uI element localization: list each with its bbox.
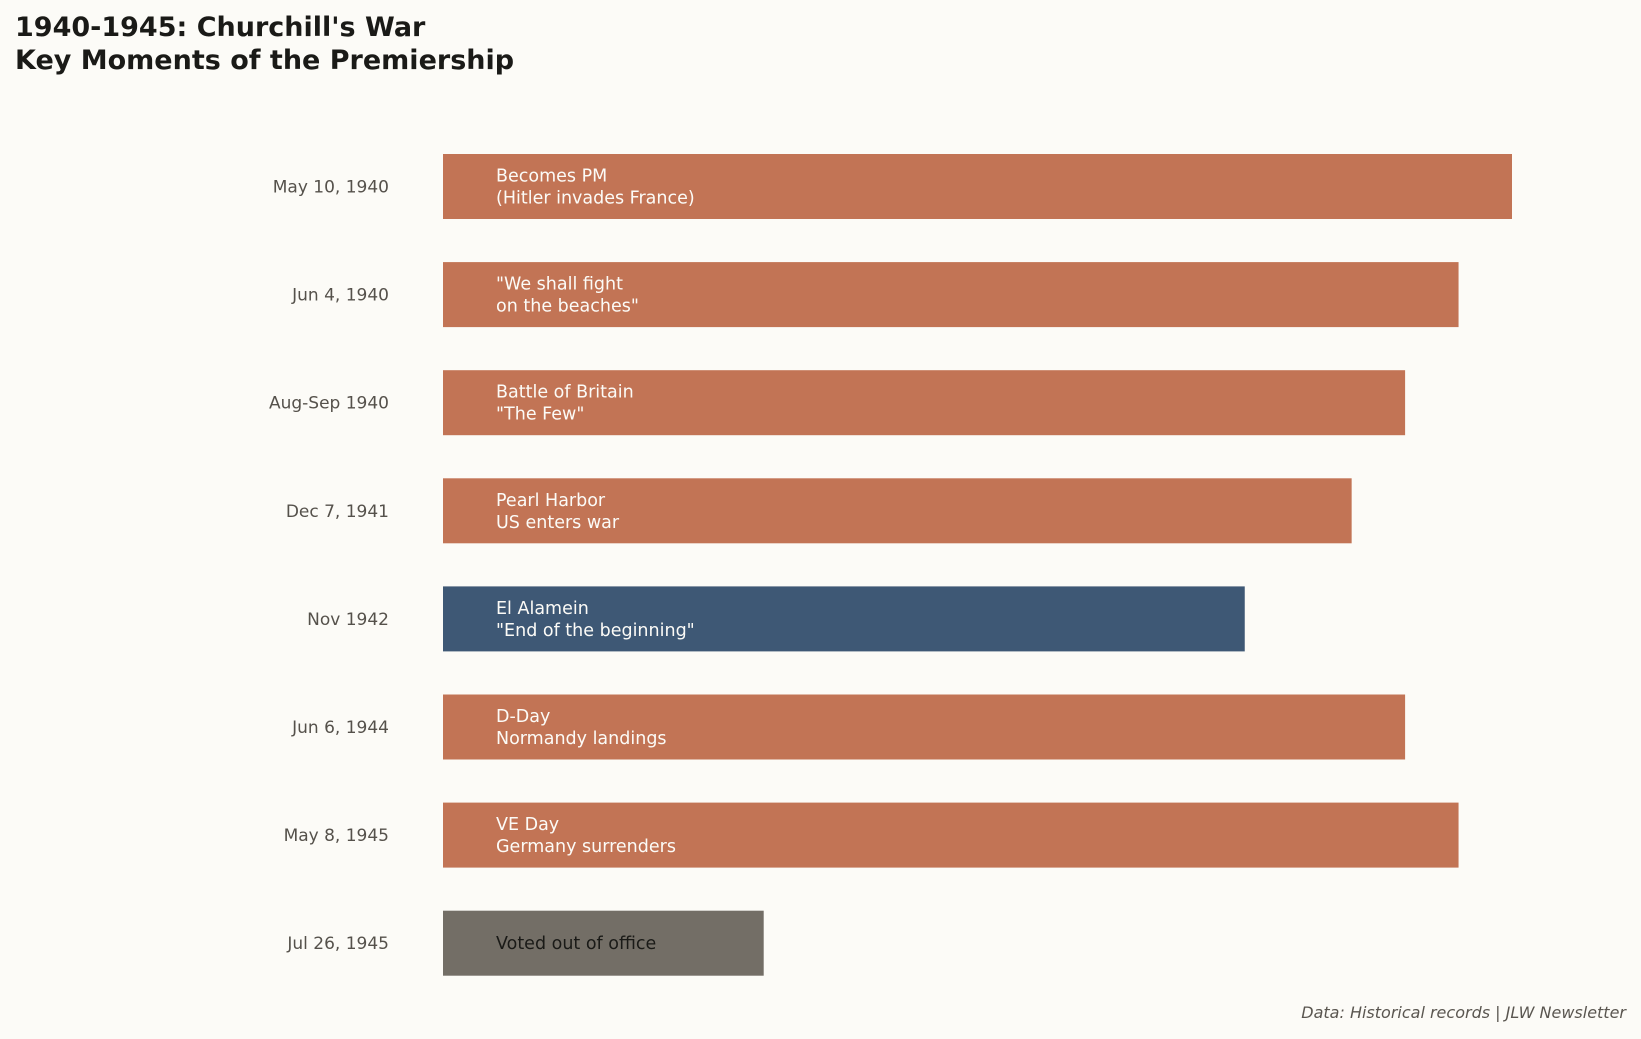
category-label: May 8, 1945: [284, 826, 389, 846]
bar-label: US enters war: [496, 513, 620, 533]
bar-label: El Alamein: [496, 599, 589, 619]
bar-label: Normandy landings: [496, 729, 667, 749]
bar: [443, 694, 1406, 760]
bar-label: "End of the beginning": [496, 621, 695, 641]
category-label: Jun 4, 1940: [291, 286, 389, 306]
chart-title: 1940-1945: Churchill's War Key Moments o…: [15, 12, 515, 76]
bar: [443, 802, 1459, 868]
category-label: Jun 6, 1944: [291, 718, 389, 738]
bar: [443, 370, 1406, 436]
bar-label: Voted out of office: [496, 934, 656, 954]
bar-label: Pearl Harbor: [496, 491, 606, 511]
source-note: Data: Historical records | JLW Newslette…: [1301, 1003, 1626, 1022]
bar-label: VE Day: [496, 815, 559, 835]
bar-label: Germany surrenders: [496, 837, 676, 857]
category-label: Dec 7, 1941: [286, 502, 389, 522]
bar-label: Battle of Britain: [496, 383, 634, 403]
bar-label: (Hitler invades France): [496, 189, 695, 209]
category-label: Nov 1942: [307, 610, 389, 630]
bar-label: "We shall fight: [496, 275, 623, 295]
bar: [443, 262, 1459, 328]
bar-label: "The Few": [496, 405, 584, 425]
bar: [443, 154, 1512, 219]
bar: [443, 586, 1245, 652]
category-label: Jul 26, 1945: [286, 934, 389, 954]
bar: [443, 910, 764, 976]
bar-label: on the beaches": [496, 297, 639, 317]
category-label: Aug-Sep 1940: [269, 394, 389, 414]
bar-label: Becomes PM: [496, 167, 607, 187]
bar: [443, 478, 1352, 544]
category-label: May 10, 1940: [273, 178, 389, 198]
bar-label: D-Day: [496, 707, 550, 727]
